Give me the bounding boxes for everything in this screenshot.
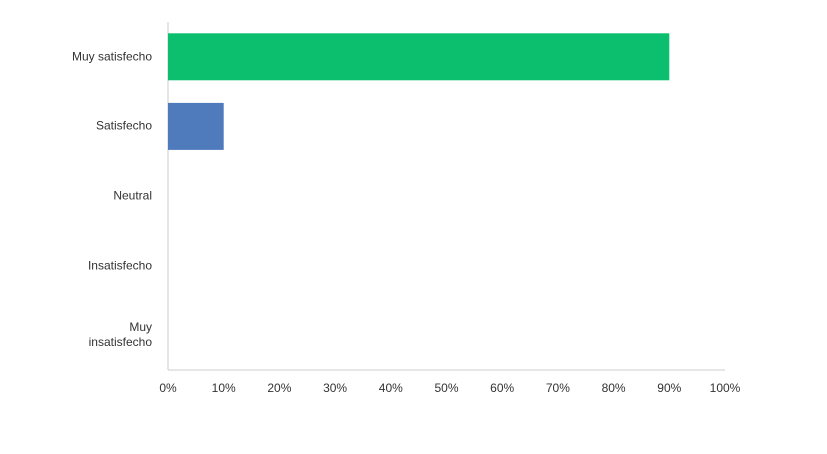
y-tick-label: Neutral bbox=[113, 188, 152, 203]
x-tick-label: 40% bbox=[379, 381, 403, 395]
x-tick-label: 30% bbox=[323, 381, 347, 395]
x-tick-label: 50% bbox=[434, 381, 458, 395]
x-tick-label: 100% bbox=[710, 381, 741, 395]
x-tick-label: 80% bbox=[602, 381, 626, 395]
x-tick-label: 90% bbox=[657, 381, 681, 395]
y-tick-label: Muy insatisfecho bbox=[88, 320, 152, 350]
x-tick-label: 0% bbox=[159, 381, 177, 395]
x-tick-label: 70% bbox=[546, 381, 570, 395]
y-tick-label: Satisfecho bbox=[95, 118, 152, 133]
bar bbox=[168, 33, 670, 81]
bar bbox=[168, 102, 224, 150]
x-tick-label: 20% bbox=[267, 381, 291, 395]
y-tick-label: Muy satisfecho bbox=[71, 49, 152, 64]
y-tick-label: Insatisfecho bbox=[87, 258, 152, 273]
x-tick-label: 10% bbox=[212, 381, 236, 395]
x-tick-label: 60% bbox=[490, 381, 514, 395]
